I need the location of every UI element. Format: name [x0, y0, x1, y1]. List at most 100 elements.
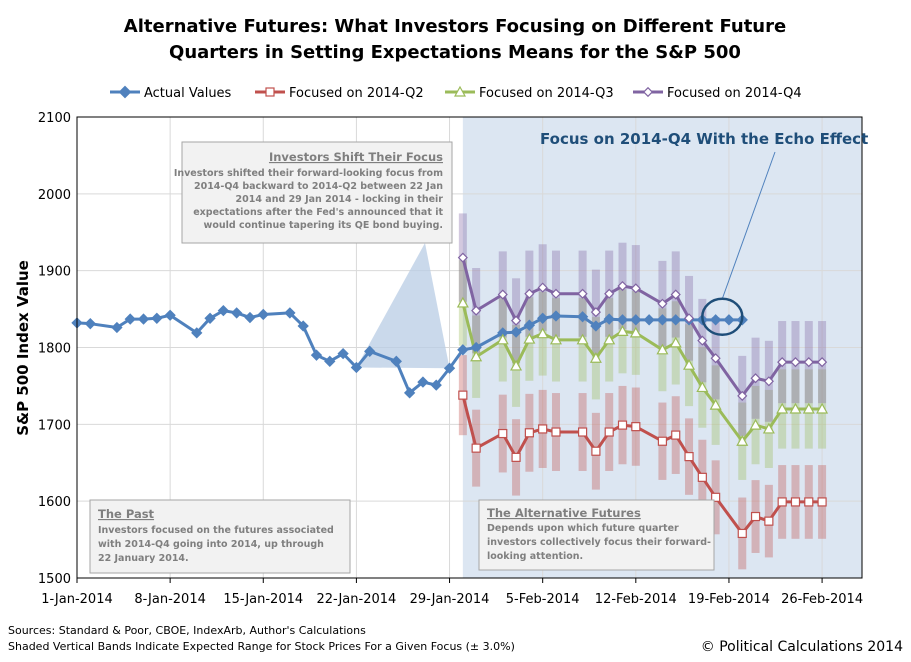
x-tick-label: 5-Feb-2014 [506, 592, 580, 607]
point-q3 [749, 418, 762, 430]
point-q4 [457, 252, 468, 263]
point-q2 [684, 452, 694, 462]
past-box-title: The Past [98, 507, 155, 521]
point-q2 [551, 427, 561, 437]
alt-box-line: looking attention. [487, 551, 583, 562]
point-q2 [604, 427, 614, 437]
point-actual [537, 312, 549, 324]
point-actual [430, 379, 442, 391]
point-q4 [497, 289, 508, 300]
point-q4 [550, 288, 562, 299]
y-axis-ticks: 2100 2000 1900 1800 1700 1600 1500 [38, 111, 71, 587]
point-actual [670, 314, 682, 326]
point-q3 [762, 422, 775, 434]
point-q3 [736, 435, 749, 446]
focus-annotation-pointer [721, 151, 776, 299]
series-line-q4 [461, 257, 823, 398]
point-q4 [657, 298, 668, 309]
y-tick-label: 1900 [38, 265, 71, 280]
past-box-line: with 2014-Q4 going into 2014, up through [98, 539, 324, 550]
point-q3 [496, 333, 509, 345]
point-actual [217, 304, 230, 317]
point-actual [390, 355, 402, 367]
point-q3 [789, 402, 802, 414]
point-q3 [589, 352, 602, 363]
point-actual [257, 308, 269, 321]
point-q3 [656, 343, 669, 355]
point-q4 [790, 357, 801, 368]
alt-box-bg [478, 499, 715, 571]
legend-label-q3: Focused on 2014-Q3 [479, 86, 614, 101]
point-actual [723, 314, 735, 326]
point-q3 [576, 333, 589, 345]
point-q4 [471, 305, 482, 316]
plot-frame [76, 116, 863, 579]
x-tick-label: 19-Feb-2014 [688, 592, 770, 607]
point-q3 [470, 350, 483, 362]
footer-sources: Sources: Standard & Poor, CBOE, IndexArb… [8, 624, 366, 637]
x-tick-label: 29-Jan-2014 [410, 592, 490, 607]
x-tick-label: 22-Jan-2014 [317, 592, 397, 607]
y-axis-label: S&P 500 Index Value [14, 260, 32, 436]
point-q2 [804, 497, 814, 507]
point-q4 [737, 390, 748, 401]
point-q2 [591, 446, 601, 456]
point-actual [417, 376, 429, 388]
point-q4 [710, 353, 721, 364]
legend-entry-q3: Focused on 2014-Q3 [445, 85, 614, 101]
point-actual [284, 307, 296, 319]
point-q2 [498, 428, 508, 439]
point-q4 [763, 376, 774, 387]
chart-title-line2: Quarters in Setting Expectations Means f… [169, 42, 741, 63]
point-q3 [456, 296, 469, 308]
shift-box-line: 2014-Q4 backward to 2014-Q2 between 22 J… [194, 181, 443, 192]
point-actual [297, 320, 309, 332]
x-tick-label: 1-Jan-2014 [41, 592, 113, 607]
point-q4 [590, 307, 601, 318]
point-actual [510, 326, 522, 338]
point-q4 [577, 288, 588, 299]
point-q3 [603, 333, 616, 345]
x-tick-label: 15-Jan-2014 [223, 592, 303, 607]
point-q4 [537, 282, 548, 293]
point-actual [403, 387, 416, 399]
point-actual [244, 311, 256, 324]
alt-box-line: Depends upon which future quarter [487, 523, 679, 534]
point-q3 [510, 359, 523, 371]
past-box-bg [89, 499, 351, 574]
point-q4 [670, 289, 681, 300]
point-q2 [631, 422, 641, 432]
point-q3 [683, 358, 696, 370]
point-q2 [817, 497, 827, 507]
point-q2 [697, 472, 707, 482]
point-actual [151, 312, 163, 324]
point-q4 [683, 313, 695, 324]
point-actual [231, 307, 243, 319]
point-q4 [816, 357, 828, 368]
shift-box-line: would continue tapering its QE bond buyi… [204, 220, 443, 231]
point-q3 [802, 402, 815, 414]
point-q4 [803, 357, 814, 368]
point-actual [603, 313, 615, 325]
point-q3 [669, 336, 682, 348]
alt-futures-box: The Alternative Futures Depends upon whi… [478, 499, 715, 571]
point-q4 [524, 288, 535, 299]
point-q2 [737, 528, 747, 539]
point-q2 [577, 427, 588, 437]
shift-focus-box: Investors Shift Their Focus Investors sh… [174, 141, 453, 244]
point-actual [590, 320, 602, 332]
point-actual [656, 314, 669, 326]
point-actual [350, 361, 363, 374]
legend-marker-q2 [265, 87, 275, 97]
alt-box-line: investors collectively focus their forwa… [487, 537, 711, 548]
point-actual [443, 362, 456, 374]
point-actual [191, 327, 203, 339]
past-box: The Past Investors focused on the future… [89, 499, 351, 574]
point-actual [84, 318, 96, 330]
legend-marker-q4 [642, 86, 654, 98]
point-actual [550, 310, 562, 322]
legend-marker-q3 [453, 85, 467, 97]
point-q4 [617, 280, 628, 292]
legend-label-q2: Focused on 2014-Q2 [289, 86, 424, 101]
point-q4 [510, 315, 522, 326]
